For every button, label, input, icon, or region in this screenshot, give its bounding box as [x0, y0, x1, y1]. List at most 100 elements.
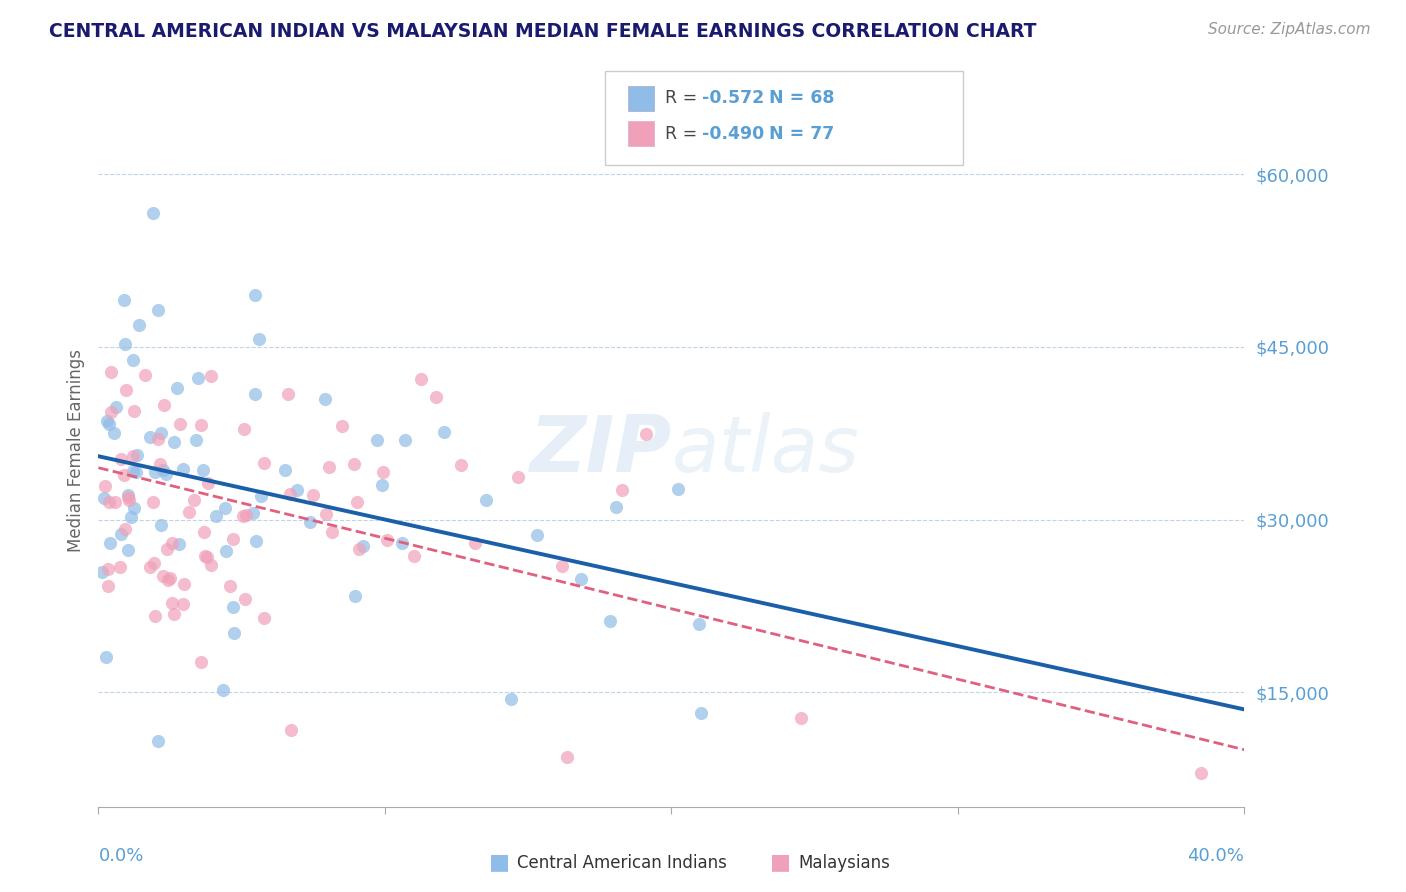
Point — [112, 468, 135, 483]
Point — [299, 515, 322, 529]
Point — [555, 750, 578, 764]
Point — [373, 466, 395, 480]
Point — [128, 318, 150, 332]
Point — [343, 589, 366, 603]
Point — [506, 469, 529, 483]
Point — [243, 288, 266, 302]
Point — [314, 392, 336, 407]
Point — [98, 535, 121, 549]
Text: R =: R = — [665, 125, 703, 143]
Point — [551, 559, 574, 574]
Point — [409, 372, 432, 386]
Y-axis label: Median Female Earnings: Median Female Earnings — [66, 349, 84, 552]
Text: Source: ZipAtlas.com: Source: ZipAtlas.com — [1208, 22, 1371, 37]
Point — [302, 488, 325, 502]
Text: ■: ■ — [489, 853, 509, 872]
Point — [110, 452, 132, 467]
Point — [349, 541, 371, 556]
Point — [222, 532, 245, 546]
Point — [166, 381, 188, 395]
Point — [114, 336, 136, 351]
Text: ■: ■ — [770, 853, 790, 872]
Point — [569, 573, 592, 587]
Point — [122, 449, 145, 463]
Point — [315, 508, 337, 522]
Point — [250, 489, 273, 503]
Point — [153, 398, 176, 412]
Point — [222, 599, 245, 614]
Point — [96, 649, 118, 664]
Point — [247, 332, 270, 346]
Point — [433, 425, 456, 439]
Point — [146, 302, 169, 317]
Point — [142, 556, 165, 570]
Point — [191, 463, 214, 477]
Point — [179, 504, 201, 518]
Point — [163, 434, 186, 449]
Point — [605, 500, 627, 515]
Point — [193, 525, 215, 540]
Point — [120, 510, 142, 524]
Point — [100, 365, 122, 379]
Text: Malaysians: Malaysians — [799, 855, 890, 872]
Point — [245, 533, 267, 548]
Point — [104, 495, 127, 509]
Text: N = 68: N = 68 — [769, 89, 835, 107]
Point — [366, 433, 388, 447]
Point — [156, 542, 179, 557]
Point — [97, 579, 120, 593]
Text: 40.0%: 40.0% — [1188, 847, 1244, 864]
Point — [122, 353, 145, 368]
Text: atlas: atlas — [672, 412, 859, 489]
Point — [114, 522, 136, 536]
Point — [343, 457, 366, 471]
Text: Central American Indians: Central American Indians — [517, 855, 727, 872]
Point — [197, 549, 219, 564]
Point — [235, 508, 257, 522]
Point — [526, 528, 548, 542]
Point — [97, 417, 120, 432]
Point — [394, 433, 416, 447]
Text: ZIP: ZIP — [529, 412, 672, 489]
Point — [142, 206, 165, 220]
Point — [143, 466, 166, 480]
Point — [190, 418, 212, 433]
Point — [143, 608, 166, 623]
Point — [200, 368, 222, 383]
Point — [108, 560, 131, 574]
Point — [125, 465, 148, 479]
Point — [274, 463, 297, 477]
Point — [321, 524, 343, 539]
Text: N = 77: N = 77 — [769, 125, 834, 143]
Text: 0.0%: 0.0% — [98, 847, 143, 864]
Point — [142, 495, 165, 509]
Point — [464, 535, 486, 549]
Point — [122, 500, 145, 515]
Point — [117, 490, 139, 504]
Point — [224, 626, 246, 640]
Point — [499, 692, 522, 706]
Point — [169, 417, 191, 431]
Point — [139, 430, 162, 444]
Point — [280, 723, 302, 738]
Point — [118, 493, 141, 508]
Point — [689, 706, 711, 721]
Point — [599, 614, 621, 628]
Point — [172, 597, 194, 611]
Point — [232, 422, 254, 436]
Point — [245, 387, 267, 401]
Point — [610, 483, 633, 497]
Point — [160, 536, 183, 550]
Point — [149, 517, 172, 532]
Point — [146, 432, 169, 446]
Point — [152, 569, 174, 583]
Point — [790, 711, 813, 725]
Point — [160, 596, 183, 610]
Point — [122, 464, 145, 478]
Point — [375, 533, 398, 547]
Point — [352, 539, 374, 553]
Point — [278, 487, 301, 501]
Point — [285, 483, 308, 497]
Point — [450, 458, 472, 472]
Point — [190, 655, 212, 669]
